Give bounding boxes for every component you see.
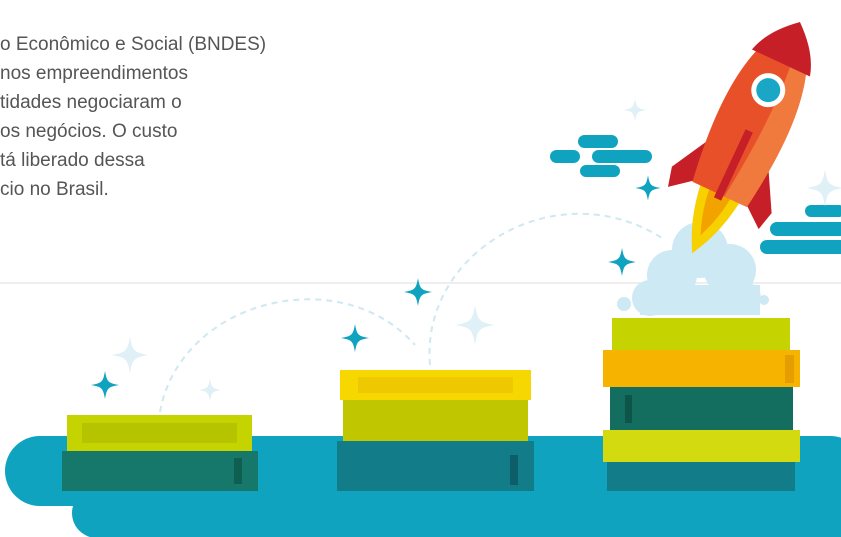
illustration: o Econômico e Social (BNDES) nos empreend… (0, 0, 841, 537)
page: o Econômico e Social (BNDES) nos empreend… (0, 0, 841, 537)
text-line: cio no Brasil. (0, 179, 109, 200)
text-line: tá liberado dessa (0, 150, 145, 171)
text-line: o Econômico e Social (BNDES) (0, 34, 266, 55)
text-line: nos empreendimentos (0, 63, 188, 84)
book-stack-middle (337, 370, 534, 491)
text-line: tidades negociaram o (0, 92, 182, 113)
book-stack-left (62, 415, 258, 491)
book-stack-right (603, 318, 800, 491)
text-block: o Econômico e Social (BNDES) nos empreend… (0, 34, 266, 200)
text-line: os negócios. O custo (0, 121, 177, 142)
